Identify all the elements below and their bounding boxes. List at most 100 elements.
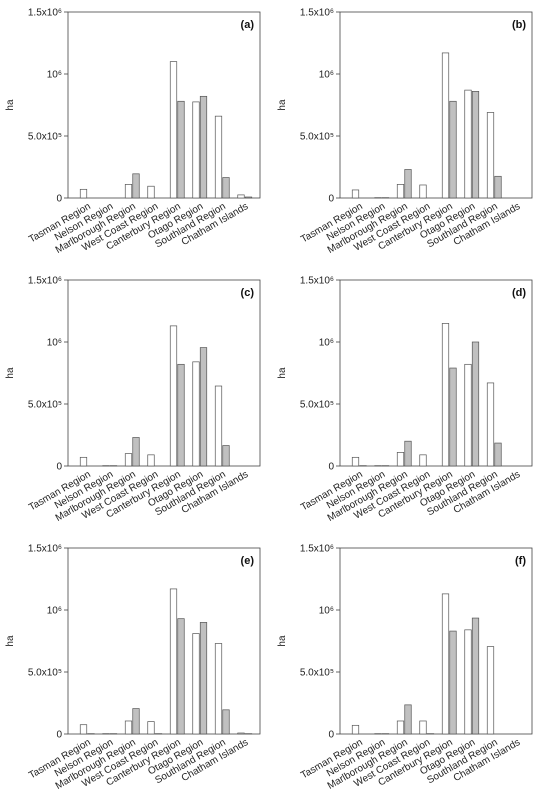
bar-grey [222, 177, 230, 199]
bar-white [464, 363, 472, 467]
y-tick-label: 1.5x10⁶ [28, 544, 62, 555]
bar-white [464, 629, 472, 735]
panel-label: (e) [241, 555, 255, 567]
y-tick-label: 0 [56, 462, 62, 473]
bar-white [214, 385, 223, 467]
bar-grey [471, 341, 480, 467]
y-tick-label: 0 [328, 194, 334, 205]
bar-grey [471, 91, 480, 199]
y-tick-label: 10⁶ [47, 338, 62, 349]
bar-white [169, 588, 178, 735]
bar-grey [132, 708, 140, 735]
bar-white [169, 61, 178, 199]
y-tick-label: 10⁶ [319, 606, 334, 617]
y-axis-label: ha [5, 367, 16, 379]
y-tick-label: 0 [328, 730, 334, 741]
y-tick-label: 10⁶ [47, 606, 62, 617]
y-tick-label: 1.5x10⁶ [28, 8, 62, 19]
bar-white [486, 382, 495, 467]
y-tick-label: 1.5x10⁶ [28, 276, 62, 287]
y-tick-label: 1.5x10⁶ [300, 8, 334, 19]
bar-white [237, 194, 245, 199]
bar-white [351, 724, 360, 735]
bar-grey [132, 437, 140, 467]
bar-white [169, 325, 178, 467]
bar-white [214, 115, 223, 199]
bar-white [192, 101, 200, 199]
y-tick-label: 5.0x10⁵ [300, 668, 334, 679]
bar-grey [449, 630, 457, 735]
bar-white [124, 720, 133, 735]
bar-white [396, 184, 405, 199]
y-tick-label: 0 [56, 730, 62, 741]
y-tick-label: 5.0x10⁵ [300, 400, 334, 411]
bar-grey [132, 173, 140, 199]
bar-white [147, 721, 155, 735]
y-tick-label: 5.0x10⁵ [28, 668, 62, 679]
plot-frame [339, 547, 533, 735]
bar-white [124, 453, 133, 467]
y-tick-label: 5.0x10⁵ [300, 132, 334, 143]
bar-grey [222, 445, 230, 467]
bar-grey [199, 347, 208, 467]
y-axis-label: ha [277, 635, 288, 647]
y-tick-label: 0 [328, 462, 334, 473]
y-tick-label: 5.0x10⁵ [28, 400, 62, 411]
bar-white [79, 456, 88, 467]
bar-white [396, 452, 405, 467]
bar-grey [222, 709, 230, 735]
bar-grey [199, 95, 208, 199]
y-tick-label: 10⁶ [319, 338, 334, 349]
bar-white [419, 184, 427, 199]
bar-white [214, 643, 223, 735]
bar-grey [404, 704, 412, 735]
y-axis-label: ha [5, 635, 16, 647]
bar-white [441, 593, 450, 735]
bar-white [419, 720, 427, 735]
y-tick-label: 10⁶ [319, 70, 334, 81]
bar-white [147, 454, 155, 467]
bar-white [147, 185, 155, 199]
bar-white [396, 720, 405, 735]
panel-label: (d) [512, 287, 526, 299]
y-tick-label: 1.5x10⁶ [300, 544, 334, 555]
bar-white [124, 184, 133, 199]
plot-frame [339, 279, 533, 467]
bar-grey [177, 363, 185, 467]
bar-white [486, 646, 495, 735]
bar-grey [177, 618, 185, 735]
bar-grey [404, 169, 412, 199]
y-axis-label: ha [277, 99, 288, 111]
bar-grey [244, 196, 253, 199]
bar-grey [471, 617, 480, 735]
bar-white [192, 633, 200, 735]
plot-frame [67, 279, 261, 467]
bar-white [237, 732, 245, 735]
bar-white [441, 323, 450, 467]
bar-white [79, 724, 88, 735]
y-tick-label: 10⁶ [47, 70, 62, 81]
y-tick-label: 1.5x10⁶ [300, 276, 334, 287]
bar-grey [177, 100, 185, 199]
bar-white [441, 52, 450, 199]
plot-frame [339, 11, 533, 199]
bar-grey [449, 100, 457, 199]
panel-label: (b) [512, 19, 526, 31]
panel-label: (a) [241, 19, 255, 31]
bar-white [419, 454, 427, 467]
bar-white [351, 189, 360, 199]
panel-label: (f) [515, 555, 526, 567]
bar-grey [199, 622, 208, 735]
plot-frame [67, 547, 261, 735]
bar-white [192, 361, 200, 467]
bar-grey [449, 367, 457, 467]
bar-white [351, 456, 360, 467]
bar-white [464, 89, 472, 199]
